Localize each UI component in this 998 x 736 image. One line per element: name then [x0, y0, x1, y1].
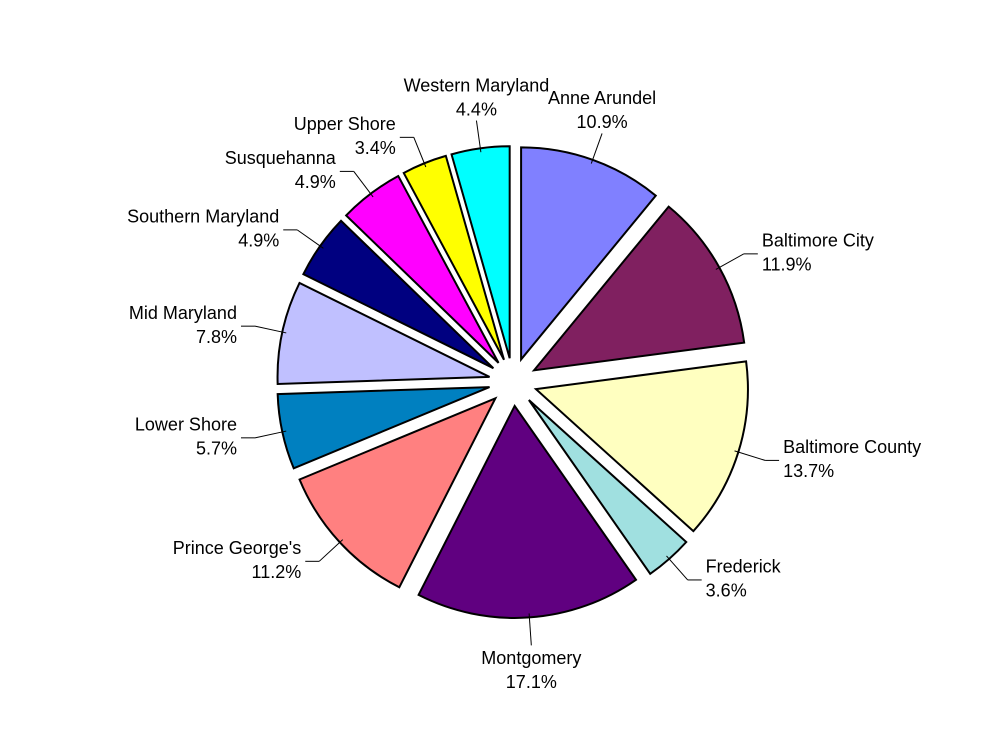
slice-label: Frederick — [706, 557, 782, 577]
slice-value-label: 3.4% — [355, 138, 396, 158]
slice-value-label: 17.1% — [506, 672, 557, 692]
leader-line — [734, 450, 766, 461]
slice-label: Montgomery — [481, 648, 581, 668]
slice-label: Baltimore City — [762, 231, 874, 251]
slice-label: Lower Shore — [135, 415, 237, 435]
leader-line — [353, 171, 374, 198]
slice-value-label: 4.9% — [295, 172, 336, 192]
slice-label: Western Maryland — [404, 75, 550, 95]
slice-value-label: 13.7% — [783, 461, 834, 481]
slice-label: Prince George's — [173, 538, 302, 558]
leader-line — [666, 555, 689, 581]
leader-line — [475, 120, 482, 153]
slice-value-label: 11.2% — [252, 562, 302, 582]
slice-label: Baltimore County — [783, 437, 921, 457]
slice-label: Southern Maryland — [127, 207, 279, 227]
leader-line — [296, 229, 324, 249]
slice-label: Upper Shore — [294, 114, 396, 134]
leader-line — [318, 539, 344, 562]
slice-value-label: 4.9% — [238, 231, 279, 251]
leader-line — [590, 133, 603, 164]
slice-label: Mid Maryland — [129, 303, 237, 323]
slice-value-label: 10.9% — [577, 112, 628, 132]
slice-value-label: 5.7% — [196, 439, 237, 459]
slice-label: Anne Arundel — [548, 88, 656, 108]
slice-value-label: 4.4% — [456, 99, 497, 119]
slice-value-label: 11.9% — [762, 255, 812, 275]
leader-line — [413, 137, 427, 168]
leader-line — [715, 253, 745, 270]
leader-line — [254, 430, 287, 439]
leader-line — [254, 325, 287, 334]
slice-value-label: 3.6% — [706, 581, 747, 601]
leader-line — [528, 613, 532, 646]
slice-label: Susquehanna — [225, 148, 337, 168]
slice-value-label: 7.8% — [196, 327, 237, 347]
